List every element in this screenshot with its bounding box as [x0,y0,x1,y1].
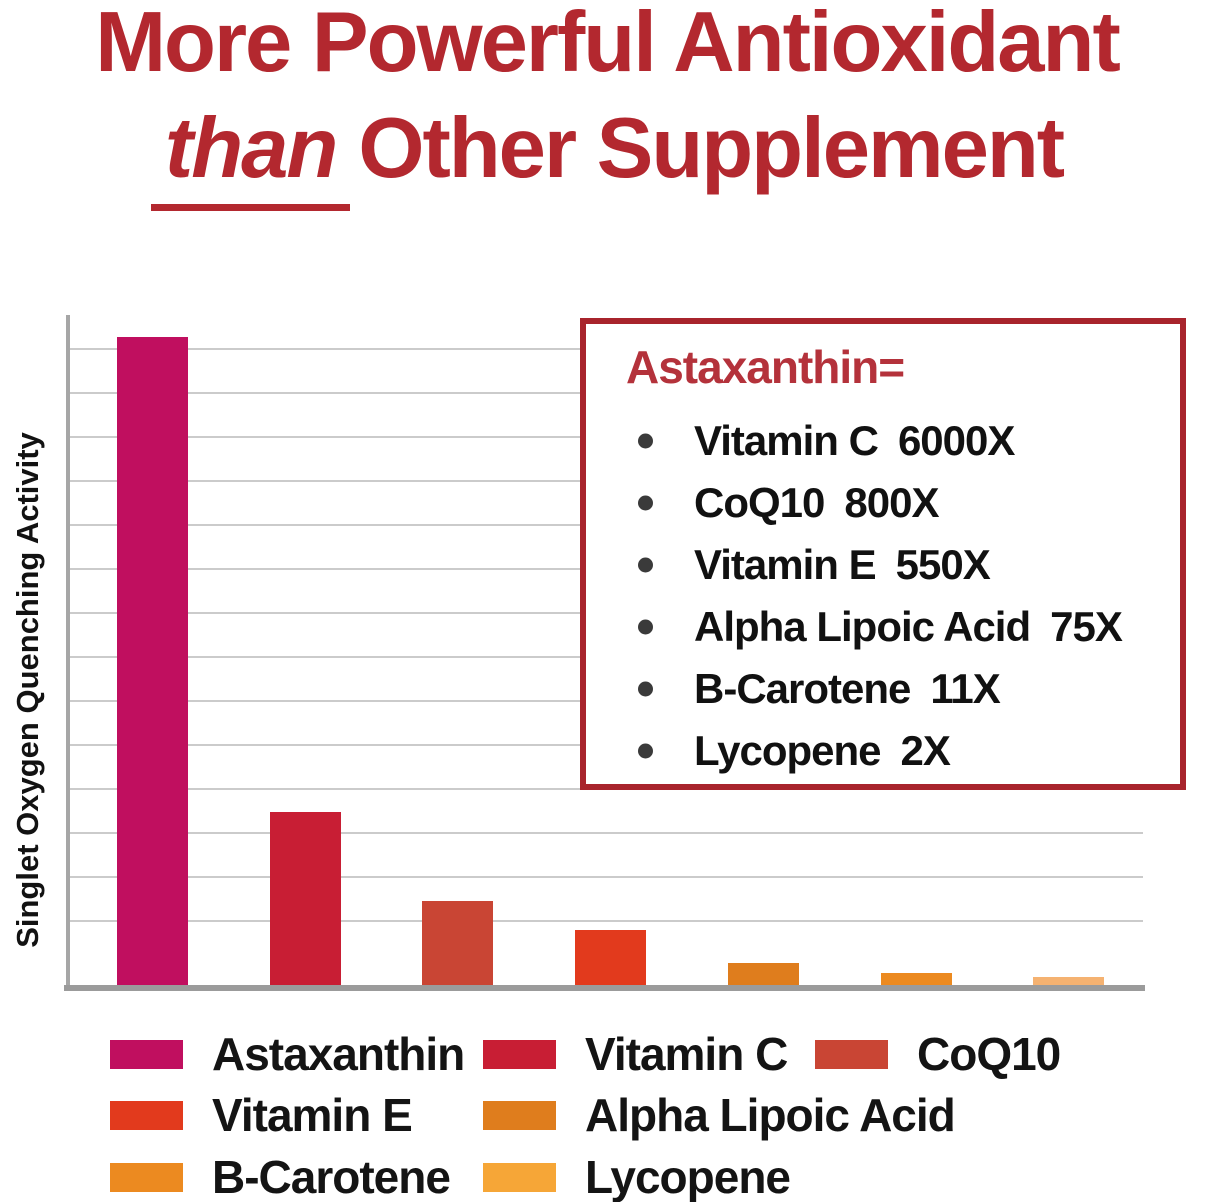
x-axis-line [64,985,1145,991]
legend-swatch [110,1100,183,1130]
y-axis-label: Singlet Oxygen Quenching Activity [10,432,45,948]
annotation-item-multiplier: 800X [844,479,939,526]
bar-lycopene [1033,977,1104,985]
annotation-item-vitamin-c: Vitamin C 6000X [586,410,1180,472]
bar-vitamin-c [270,811,341,985]
annotation-item-multiplier: 2X [900,727,951,774]
annotation-item-multiplier: 11X [930,665,1000,712]
legend-label: B-Carotene [212,1151,451,1202]
annotation-item-b-carotene: B-Carotene 11X [586,658,1180,720]
legend-label: Alpha Lipoic Acid [585,1089,956,1141]
bar-astaxanthin [117,337,188,985]
legend-label: Vitamin C [585,1028,788,1080]
legend-item-vitamin-c: Vitamin C [483,1028,788,1080]
annotation-item-name: Vitamin C [694,417,879,464]
legend-label: Vitamin E [212,1089,413,1141]
annotation-item-name: Vitamin E [694,541,877,588]
legend-swatch [483,1039,556,1069]
title-emphasis-underlined: than [150,100,351,211]
legend-item-astaxanthin: Astaxanthin [110,1028,465,1080]
bullet-dot [638,681,653,697]
bar-vitamin-e [575,929,646,985]
legend-label: Astaxanthin [212,1028,465,1080]
bar-coq10 [422,900,493,985]
legend-item-lycopene: Lycopene [483,1151,791,1202]
bullet-dot [638,557,653,573]
annotation-heading: Astaxanthin= [626,341,905,393]
bullet-dot [638,433,653,449]
legend-item-b-carotene: B-Carotene [110,1151,451,1202]
annotation-item-alpha-lipoic-acid: Alpha Lipoic Acid 75X [586,596,1180,658]
bullet-dot [638,495,653,511]
legend-item-alpha-lipoic-acid: Alpha Lipoic Acid [483,1089,956,1141]
y-axis-line [66,315,70,990]
gridline [70,832,1143,834]
annotation-box: Astaxanthin= Vitamin C 6000X CoQ10 800X Vita… [580,318,1186,790]
annotation-item-name: CoQ10 [694,479,825,526]
annotation-item-name: Lycopene [694,727,881,774]
legend-label: CoQ10 [917,1028,1061,1080]
legend-item-coq10: CoQ10 [815,1028,1061,1080]
legend-swatch [110,1039,183,1069]
annotation-item-lycopene: Lycopene 2X [586,720,1180,782]
legend-swatch [815,1039,888,1069]
annotation-item-multiplier: 6000X [897,417,1015,464]
legend-swatch [110,1162,183,1192]
annotation-items: Vitamin C 6000X CoQ10 800X Vitamin E 550X Alph… [586,410,1180,782]
bar-alpha-lipoic-acid [728,962,799,985]
annotation-item-vitamin-e: Vitamin E 550X [586,534,1180,596]
bullet-dot [638,619,653,635]
legend-swatch [483,1162,556,1192]
gridline [70,920,1143,922]
page-title-line1: More Powerful Antioxidant [95,0,1121,90]
legend-swatch [483,1100,556,1130]
annotation-item-multiplier: 550X [895,541,991,588]
annotation-item-name: B-Carotene [694,665,911,712]
legend-item-vitamin-e: Vitamin E [110,1089,413,1141]
gridline [70,876,1143,878]
bullet-dot [638,743,653,759]
title-line2-rest: Other Supplement [358,101,1065,196]
bar-b-carotene [881,972,952,985]
annotation-item-coq10: CoQ10 800X [586,472,1180,534]
annotation-item-multiplier: 75X [1050,603,1123,650]
annotation-item-name: Alpha Lipoic Acid [694,603,1031,650]
legend-label: Lycopene [585,1151,791,1202]
page-title-line2: than Other Supplement [0,100,1214,211]
